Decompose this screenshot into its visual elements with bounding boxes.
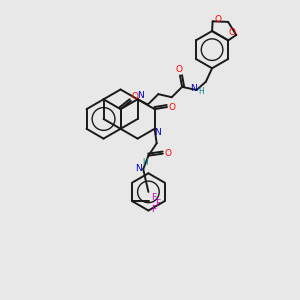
Text: O: O [131,92,139,101]
Text: O: O [165,149,172,158]
Text: O: O [176,65,182,74]
Text: N: N [190,85,197,94]
Text: F: F [152,193,157,202]
Text: N: N [137,91,144,100]
Text: F: F [152,205,157,214]
Text: O: O [229,28,236,38]
Text: O: O [214,15,221,24]
Text: F: F [156,199,161,208]
Text: H: H [142,158,148,167]
Text: H: H [198,86,204,95]
Text: N: N [135,164,141,172]
Text: O: O [169,103,176,112]
Text: N: N [154,128,161,137]
